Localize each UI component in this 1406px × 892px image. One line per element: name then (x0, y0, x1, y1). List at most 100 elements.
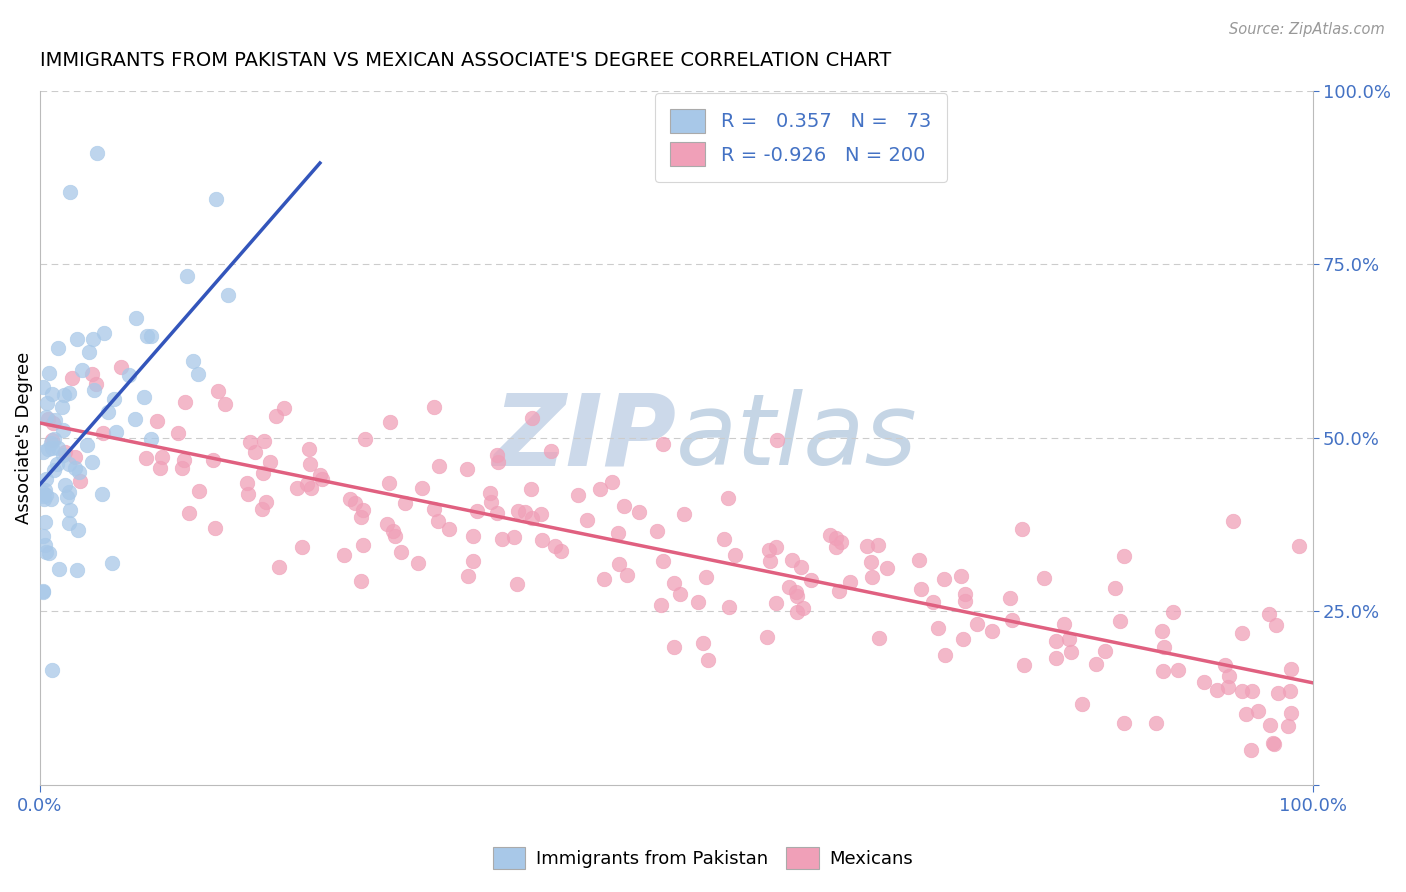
Point (550, 544, 572, 558)
Y-axis label: Associate's Degree: Associate's Degree (15, 351, 32, 524)
Point (298, 457, 321, 471)
Point (1288, 539, 1310, 553)
Point (354, 432, 377, 446)
Point (651, 554, 673, 568)
Point (423, 502, 446, 516)
Point (35, 545, 58, 559)
Point (141, 432, 163, 446)
Point (411, 481, 433, 495)
Point (1032, 571, 1054, 585)
Point (173, 453, 195, 467)
Point (69, 474, 91, 488)
Point (765, 433, 787, 447)
Point (100, 557, 122, 571)
Point (149, 461, 172, 475)
Point (908, 553, 931, 567)
Point (650, 598, 672, 612)
Point (479, 495, 502, 509)
Point (695, 569, 717, 583)
Point (506, 577, 529, 591)
Point (1085, 657, 1108, 671)
Point (589, 482, 612, 496)
Point (31, 380, 53, 394)
Point (31, 584, 53, 599)
Point (607, 557, 630, 571)
Point (576, 513, 599, 527)
Point (778, 581, 800, 595)
Point (758, 543, 780, 558)
Point (110, 359, 132, 374)
Point (1277, 719, 1299, 733)
Point (34, 483, 56, 497)
Point (1279, 683, 1302, 698)
Point (1240, 743, 1263, 757)
Point (1070, 697, 1092, 711)
Point (172, 461, 194, 475)
Point (1163, 605, 1185, 619)
Point (600, 475, 623, 490)
Point (46, 341, 69, 355)
Point (506, 504, 529, 518)
Point (297, 442, 319, 457)
Point (350, 574, 373, 588)
Text: IMMIGRANTS FROM PAKISTAN VS MEXICAN ASSOCIATE'S DEGREE CORRELATION CHART: IMMIGRANTS FROM PAKISTAN VS MEXICAN ASSO… (39, 51, 891, 70)
Point (51, 400, 73, 414)
Point (1059, 632, 1081, 647)
Point (408, 557, 430, 571)
Point (67, 465, 90, 479)
Point (35, 409, 58, 424)
Point (264, 409, 287, 423)
Point (65, 450, 87, 464)
Point (32, 445, 55, 459)
Point (86, 376, 108, 391)
Point (461, 529, 484, 543)
Point (375, 516, 398, 531)
Point (83, 383, 105, 397)
Point (1234, 706, 1257, 721)
Point (427, 458, 450, 473)
Point (97, 405, 120, 419)
Text: Source: ZipAtlas.com: Source: ZipAtlas.com (1229, 22, 1385, 37)
Point (77, 344, 100, 359)
Point (613, 499, 636, 513)
Point (44, 413, 66, 427)
Point (980, 624, 1002, 638)
Point (353, 503, 375, 517)
Point (70, 363, 93, 377)
Point (1264, 618, 1286, 632)
Point (1109, 615, 1132, 629)
Point (39, 435, 62, 450)
Point (1152, 624, 1174, 638)
Point (486, 455, 509, 469)
Point (1112, 716, 1135, 731)
Point (1104, 582, 1126, 596)
Point (422, 400, 444, 414)
Point (253, 434, 276, 448)
Point (55, 445, 77, 459)
Point (66, 332, 89, 346)
Point (48, 441, 70, 455)
Point (456, 461, 478, 475)
Point (378, 415, 401, 429)
Point (103, 392, 125, 406)
Point (718, 600, 741, 615)
Point (66, 523, 89, 537)
Point (1045, 633, 1067, 648)
Point (786, 605, 808, 619)
Point (217, 288, 239, 302)
Point (1260, 718, 1282, 732)
Point (41, 386, 63, 401)
Point (187, 483, 209, 498)
Point (1192, 675, 1215, 690)
Point (479, 485, 502, 500)
Point (786, 590, 808, 604)
Point (34, 538, 56, 552)
Point (1167, 663, 1189, 677)
Point (124, 412, 146, 426)
Point (254, 495, 277, 509)
Point (866, 538, 889, 552)
Point (934, 648, 956, 663)
Point (150, 450, 173, 465)
Point (1222, 514, 1244, 528)
Point (1060, 645, 1083, 659)
